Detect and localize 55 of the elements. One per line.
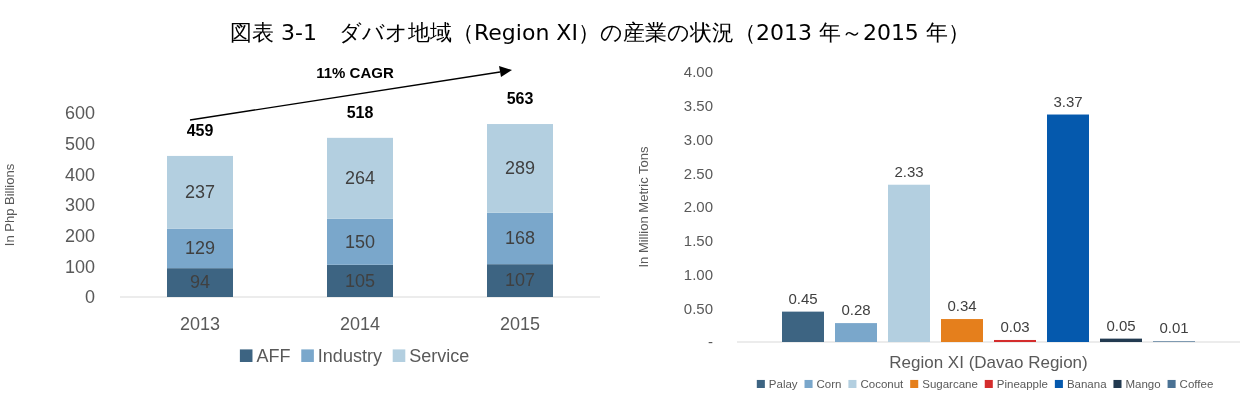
data-label: 3.37 [1053, 92, 1083, 110]
y-axis-title: In Php Billions [2, 163, 17, 247]
data-label: 105 [344, 270, 376, 291]
y-tick-label: 600 [64, 103, 95, 124]
data-label: 107 [504, 270, 536, 291]
y-tick-label: 2.00 [683, 198, 713, 216]
data-label: 168 [504, 228, 536, 249]
data-label: 0.01 [1159, 319, 1189, 337]
data-label: 94 [189, 272, 211, 293]
y-tick-label: 3.50 [683, 97, 713, 114]
x-tick-label: Region XI (Davao Region) [889, 353, 1088, 372]
data-label: 2.33 [894, 162, 924, 180]
total-label: 518 [346, 103, 374, 121]
legend-label: Mango [1125, 378, 1161, 390]
y-tick-label: 3.00 [683, 130, 713, 148]
legend-label: Palay [768, 378, 798, 390]
x-tick-label: 2015 [499, 314, 541, 334]
legend-label: Service [409, 346, 470, 366]
legend-label: Coconut [860, 378, 905, 390]
legend-label: Pineapple [996, 378, 1048, 390]
data-label: 150 [344, 231, 376, 252]
y-tick-label: 300 [64, 195, 95, 216]
y-tick-label: - [708, 333, 713, 351]
data-label: 0.05 [1106, 316, 1136, 334]
data-label: 129 [184, 238, 216, 259]
legend-label: Industry [317, 346, 382, 366]
total-label: 563 [506, 90, 534, 108]
y-axis-title: In Million Metric Tons [636, 145, 651, 268]
y-tick-label: 4.00 [683, 63, 713, 81]
legend-label: Coffee [1179, 378, 1214, 390]
y-tick-label: 0.50 [683, 299, 713, 317]
y-tick-label: 200 [64, 225, 95, 246]
total-label: 459 [186, 121, 214, 139]
data-label: 0.45 [788, 289, 818, 307]
y-tick-label: 1.50 [683, 232, 713, 249]
legend-label: Corn [816, 378, 842, 390]
data-label: 237 [184, 182, 216, 203]
y-tick-label: 0 [84, 287, 95, 308]
x-tick-label: 2014 [339, 314, 381, 334]
data-label: 264 [344, 168, 376, 189]
y-tick-label: 1.00 [683, 265, 713, 283]
x-tick-label: 2013 [179, 314, 221, 334]
data-label: 0.28 [841, 301, 871, 319]
data-label: 0.34 [947, 297, 977, 315]
y-tick-label: 2.50 [683, 164, 713, 182]
chart-title: 図表 3-1 ダバオ地域（Region XI）の産業の状況（2013 年～2015 年） [230, 20, 970, 45]
y-tick-label: 100 [64, 256, 95, 277]
y-tick-label: 400 [64, 164, 95, 185]
data-label: 0.03 [1000, 317, 1030, 335]
legend-label: Sugarcane [922, 378, 978, 390]
text: 11% CAGR [316, 64, 394, 81]
data-label: 289 [504, 158, 536, 179]
legend-label: Banana [1066, 378, 1108, 390]
legend-label: AFF [256, 346, 291, 366]
y-tick-label: 500 [64, 133, 95, 154]
